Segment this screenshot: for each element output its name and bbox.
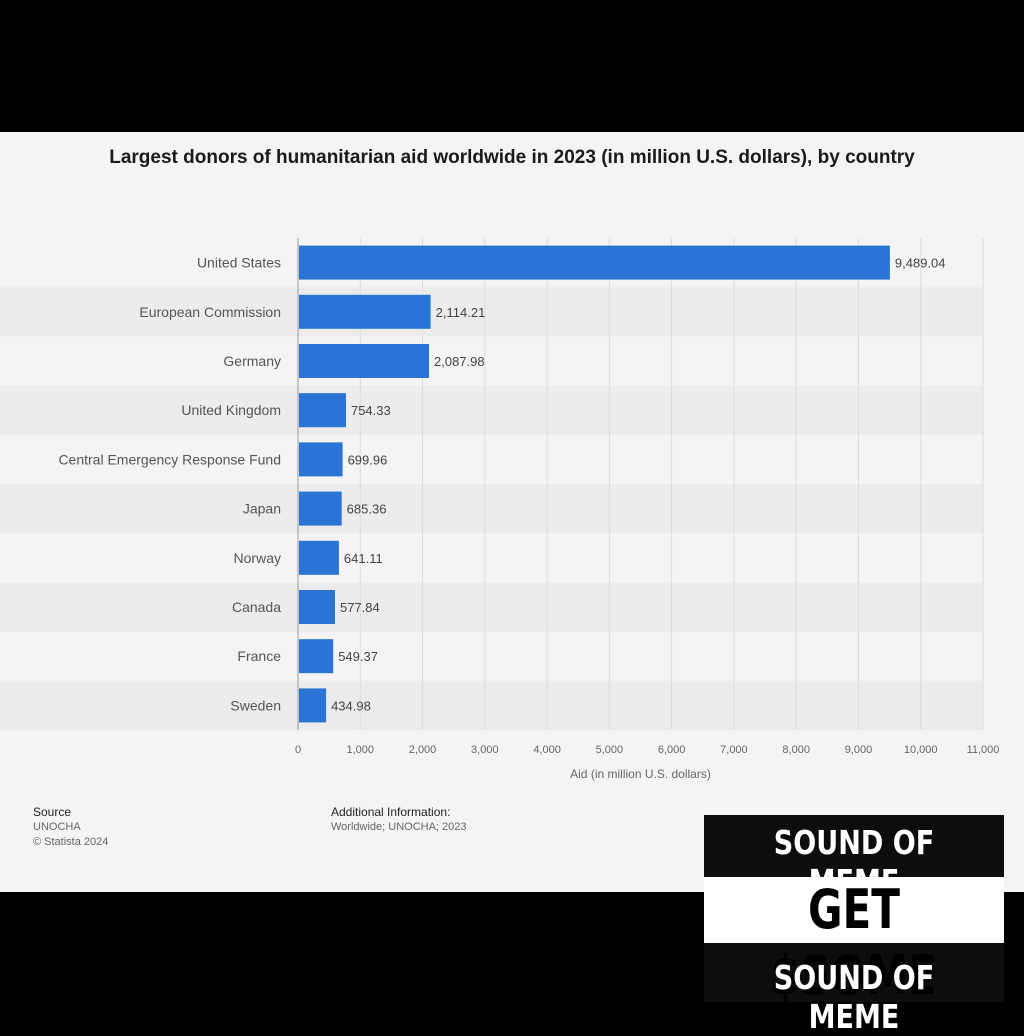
data-label: 9,489.04 (895, 256, 946, 271)
row-band (0, 680, 983, 730)
x-tick-label: 0 (295, 744, 301, 756)
data-label: 699.96 (348, 452, 388, 467)
x-axis-title: Aid (in million U.S. dollars) (570, 767, 711, 781)
source-block: Source UNOCHA © Statista 2024 (33, 805, 108, 850)
category-label: European Commission (139, 304, 281, 320)
watermark-middle-band: GET $SOME (704, 877, 1004, 1007)
data-label: 754.33 (351, 403, 391, 418)
data-label: 641.11 (344, 551, 383, 566)
row-band (0, 385, 983, 435)
additional-info-heading: Additional Information: (331, 805, 451, 819)
data-label: 2,087.98 (434, 354, 485, 369)
chart-card: Largest donors of humanitarian aid world… (0, 132, 1024, 892)
watermark-bottom-text: SOUND OF MEME (773, 958, 935, 1036)
bar (299, 294, 431, 329)
bar (299, 688, 327, 723)
x-tick-label: 10,000 (904, 744, 938, 756)
data-label: 2,114.21 (436, 305, 486, 320)
category-label: United Kingdom (181, 402, 281, 418)
category-label: Norway (234, 550, 281, 566)
bar (299, 491, 342, 526)
copyright-line: © Statista 2024 (33, 836, 109, 848)
bar (299, 639, 334, 674)
category-label: Canada (232, 599, 281, 615)
data-label: 577.84 (340, 600, 380, 615)
x-tick-label: 4,000 (533, 744, 561, 756)
category-label: United States (197, 255, 281, 271)
x-tick-label: 3,000 (471, 744, 499, 756)
x-tick-label: 5,000 (596, 744, 624, 756)
x-tick-label: 6,000 (658, 744, 686, 756)
bar (299, 245, 890, 280)
data-label: 434.98 (331, 698, 371, 713)
category-label: France (237, 648, 281, 664)
category-label: Japan (243, 501, 281, 517)
x-tick-label: 1,000 (347, 744, 375, 756)
chart-title: Largest donors of humanitarian aid world… (109, 147, 915, 168)
bar-chart: 0 1,000 2,000 3,000 4,000 5,000 6,000 7,000 8,00… (0, 238, 1000, 781)
category-label: Germany (223, 353, 281, 369)
source-line: UNOCHA (33, 821, 81, 833)
row-band (0, 287, 983, 337)
x-tick-label: 11,000 (967, 744, 1000, 756)
bar (299, 393, 346, 428)
bar (299, 344, 430, 378)
bar (299, 590, 335, 624)
category-label: Central Emergency Response Fund (58, 451, 281, 467)
additional-info-block: Additional Information: Worldwide; UNOCH… (331, 805, 467, 835)
x-tick-label: 2,000 (409, 744, 437, 756)
bar (299, 540, 339, 575)
category-label: Sweden (230, 697, 281, 713)
data-label: 685.36 (347, 502, 387, 517)
x-tick-label: 9,000 (845, 744, 873, 756)
row-band (0, 484, 983, 534)
x-tick-label: 7,000 (720, 744, 748, 756)
additional-info-text: Worldwide; UNOCHA; 2023 (331, 821, 467, 833)
source-heading: Source (33, 805, 72, 819)
watermark-middle-text: GET $SOME (770, 878, 938, 1007)
data-label: 549.37 (338, 649, 378, 664)
x-tick-label: 8,000 (782, 744, 810, 756)
bar (299, 442, 343, 477)
meme-watermark: SOUND OF MEME GET $SOME SOUND OF MEME (704, 815, 1004, 1036)
row-band (0, 582, 983, 632)
